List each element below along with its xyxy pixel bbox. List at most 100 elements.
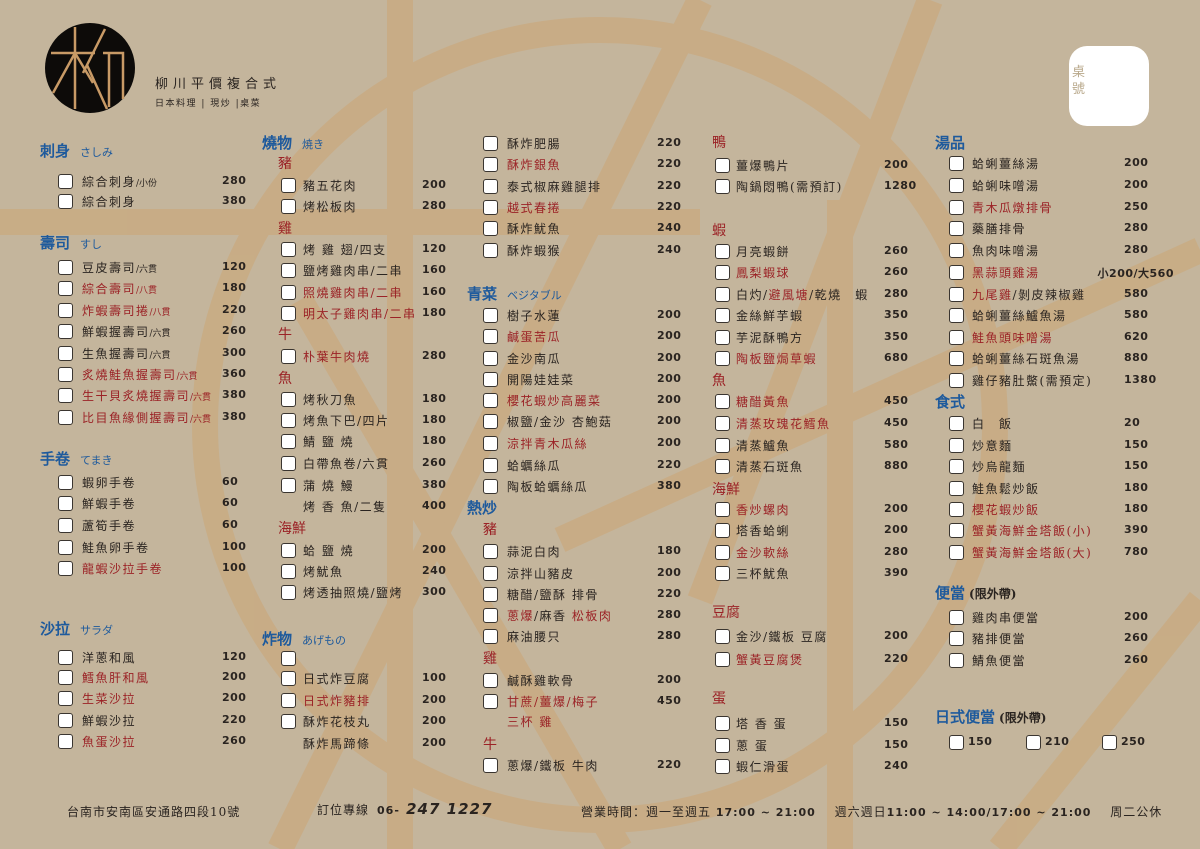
item-checkbox[interactable] — [715, 566, 730, 581]
item-checkbox[interactable] — [281, 693, 296, 708]
item-checkbox[interactable] — [483, 372, 498, 387]
item-checkbox[interactable] — [281, 564, 296, 579]
item-checkbox[interactable] — [281, 178, 296, 193]
item-checkbox[interactable] — [58, 670, 73, 685]
item-checkbox[interactable] — [483, 221, 498, 236]
item-checkbox[interactable] — [949, 653, 964, 668]
item-checkbox[interactable] — [483, 629, 498, 644]
item-checkbox[interactable] — [949, 545, 964, 560]
item-checkbox[interactable] — [715, 158, 730, 173]
item-checkbox[interactable] — [58, 281, 73, 296]
item-checkbox[interactable] — [715, 523, 730, 538]
item-checkbox[interactable] — [58, 410, 73, 425]
item-checkbox[interactable] — [58, 324, 73, 339]
item-checkbox[interactable] — [58, 303, 73, 318]
item-checkbox[interactable] — [58, 540, 73, 555]
item-checkbox[interactable] — [949, 308, 964, 323]
item-checkbox[interactable] — [483, 200, 498, 215]
item-checkbox[interactable] — [715, 394, 730, 409]
item-checkbox[interactable] — [949, 156, 964, 171]
item-checkbox[interactable] — [483, 329, 498, 344]
item-checkbox[interactable] — [483, 479, 498, 494]
item-checkbox[interactable] — [281, 242, 296, 257]
item-checkbox[interactable] — [715, 351, 730, 366]
item-checkbox[interactable] — [483, 436, 498, 451]
item-checkbox[interactable] — [58, 691, 73, 706]
item-checkbox[interactable] — [949, 330, 964, 345]
item-checkbox[interactable] — [483, 694, 498, 709]
item-checkbox[interactable] — [58, 367, 73, 382]
item-checkbox[interactable] — [281, 478, 296, 493]
item-checkbox[interactable] — [715, 738, 730, 753]
item-checkbox[interactable] — [58, 713, 73, 728]
item-checkbox[interactable] — [715, 545, 730, 560]
item-checkbox[interactable] — [281, 413, 296, 428]
item-checkbox[interactable] — [281, 651, 296, 666]
option-checkbox[interactable] — [949, 735, 964, 750]
item-checkbox[interactable] — [483, 608, 498, 623]
item-checkbox[interactable] — [715, 438, 730, 453]
item-checkbox[interactable] — [715, 416, 730, 431]
item-checkbox[interactable] — [949, 221, 964, 236]
item-checkbox[interactable] — [715, 652, 730, 667]
item-checkbox[interactable] — [949, 438, 964, 453]
item-checkbox[interactable] — [281, 585, 296, 600]
item-checkbox[interactable] — [715, 759, 730, 774]
item-checkbox[interactable] — [483, 157, 498, 172]
item-checkbox[interactable] — [281, 434, 296, 449]
item-checkbox[interactable] — [58, 518, 73, 533]
item-checkbox[interactable] — [715, 179, 730, 194]
item-checkbox[interactable] — [715, 330, 730, 345]
item-checkbox[interactable] — [58, 496, 73, 511]
item-checkbox[interactable] — [281, 543, 296, 558]
item-checkbox[interactable] — [949, 502, 964, 517]
item-checkbox[interactable] — [58, 561, 73, 576]
item-checkbox[interactable] — [949, 373, 964, 388]
item-checkbox[interactable] — [949, 610, 964, 625]
option-checkbox[interactable] — [1026, 735, 1041, 750]
item-checkbox[interactable] — [483, 308, 498, 323]
item-checkbox[interactable] — [483, 587, 498, 602]
item-checkbox[interactable] — [949, 178, 964, 193]
item-checkbox[interactable] — [483, 243, 498, 258]
item-checkbox[interactable] — [483, 393, 498, 408]
item-checkbox[interactable] — [58, 260, 73, 275]
item-checkbox[interactable] — [281, 285, 296, 300]
item-checkbox[interactable] — [281, 671, 296, 686]
item-checkbox[interactable] — [715, 716, 730, 731]
item-checkbox[interactable] — [483, 566, 498, 581]
item-checkbox[interactable] — [483, 414, 498, 429]
item-checkbox[interactable] — [715, 629, 730, 644]
item-checkbox[interactable] — [949, 200, 964, 215]
item-checkbox[interactable] — [58, 174, 73, 189]
item-checkbox[interactable] — [483, 673, 498, 688]
item-checkbox[interactable] — [281, 456, 296, 471]
item-checkbox[interactable] — [949, 523, 964, 538]
item-checkbox[interactable] — [715, 244, 730, 259]
item-checkbox[interactable] — [715, 502, 730, 517]
item-checkbox[interactable] — [281, 392, 296, 407]
item-checkbox[interactable] — [483, 351, 498, 366]
option-checkbox[interactable] — [1102, 735, 1117, 750]
item-checkbox[interactable] — [281, 263, 296, 278]
item-checkbox[interactable] — [949, 459, 964, 474]
item-checkbox[interactable] — [58, 650, 73, 665]
item-checkbox[interactable] — [58, 388, 73, 403]
item-checkbox[interactable] — [483, 458, 498, 473]
item-checkbox[interactable] — [949, 481, 964, 496]
phone-number[interactable]: 06- 247 1227 — [377, 800, 492, 818]
item-checkbox[interactable] — [949, 265, 964, 280]
item-checkbox[interactable] — [281, 349, 296, 364]
item-checkbox[interactable] — [58, 475, 73, 490]
item-checkbox[interactable] — [715, 287, 730, 302]
item-checkbox[interactable] — [949, 351, 964, 366]
item-checkbox[interactable] — [949, 631, 964, 646]
item-checkbox[interactable] — [281, 199, 296, 214]
item-checkbox[interactable] — [483, 758, 498, 773]
item-checkbox[interactable] — [281, 306, 296, 321]
item-checkbox[interactable] — [949, 287, 964, 302]
item-checkbox[interactable] — [281, 714, 296, 729]
item-checkbox[interactable] — [483, 136, 498, 151]
item-checkbox[interactable] — [58, 734, 73, 749]
item-checkbox[interactable] — [715, 459, 730, 474]
